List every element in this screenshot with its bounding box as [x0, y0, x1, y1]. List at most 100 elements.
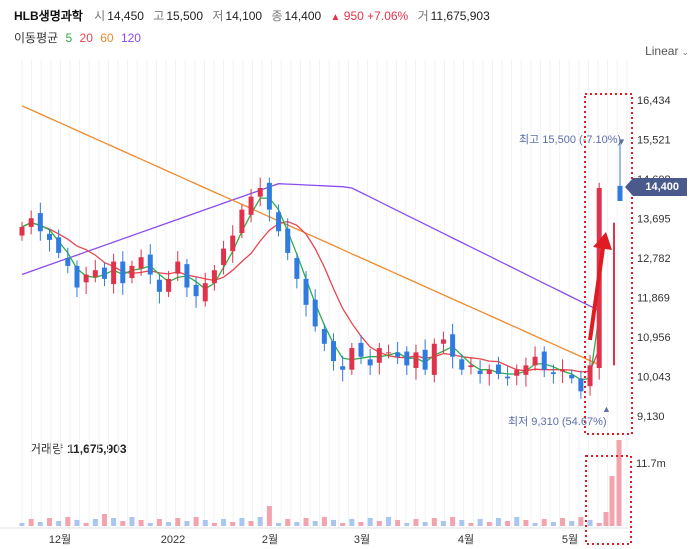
candle-body: [477, 370, 483, 375]
volume-value: 11,675,903: [430, 9, 490, 23]
y-tick-label: 11,869: [637, 293, 670, 305]
candle-body: [303, 278, 309, 305]
candle-body: [175, 261, 181, 274]
volume-bar: [312, 521, 318, 526]
volume-bar: [65, 517, 71, 526]
price-chart[interactable]: 16,43415,52114,60813,69512,78211,86910,9…: [0, 60, 693, 436]
volume-bar: [331, 520, 337, 526]
volume-bar: [596, 523, 602, 526]
volume-bar: [138, 520, 144, 526]
candle-body: [532, 356, 538, 366]
candle-body: [413, 352, 419, 368]
high-annotation: 최고 15,500 (-7.10%): [519, 134, 622, 146]
candle-body: [239, 209, 245, 233]
volume-bar: [477, 519, 483, 526]
volume-bar: [560, 518, 566, 526]
candle-body: [459, 359, 465, 370]
candle-body: [285, 228, 291, 253]
change-percent: +7.06%: [367, 9, 409, 23]
volume-bar: [505, 521, 511, 526]
candle-body: [74, 265, 80, 288]
candle-body: [211, 270, 217, 284]
volume-bar: [486, 522, 492, 526]
y-tick-label: 10,956: [637, 332, 671, 344]
volume-bar: [101, 514, 107, 526]
low-label: 저: [212, 9, 224, 23]
candle-body: [541, 351, 547, 370]
volume-bar: [532, 523, 538, 526]
scale-selector-label: Linear: [645, 44, 679, 58]
volume-bar: [285, 519, 291, 526]
open-label: 시: [94, 9, 106, 23]
volume-bar: [92, 519, 98, 526]
volume-bar: [431, 518, 437, 526]
volume-bar: [395, 520, 401, 526]
candle-body: [422, 349, 428, 370]
candle-body: [617, 185, 623, 201]
highlight-box: [584, 93, 633, 435]
volume-bar: [321, 517, 327, 526]
candle-body: [376, 348, 382, 363]
ma-120-label[interactable]: 120: [120, 31, 141, 45]
volume-bar: [609, 476, 615, 526]
scale-selector[interactable]: Linear ⌄: [645, 44, 689, 58]
volume-bar: [514, 517, 520, 526]
candle-body: [495, 364, 501, 375]
y-tick-label: 15,521: [637, 135, 671, 147]
ma-5-label[interactable]: 5: [65, 31, 73, 45]
candle-body: [166, 278, 172, 292]
ma-60-label[interactable]: 60: [100, 31, 114, 45]
candle-body: [193, 284, 199, 297]
candle-body: [358, 342, 364, 357]
x-tick-label: 4월: [458, 533, 474, 546]
volume-bar: [74, 520, 80, 526]
ma-20-line: [21, 220, 600, 373]
volume-bar: [440, 521, 446, 526]
volume-bar: [367, 518, 373, 526]
candle-body: [468, 365, 474, 368]
candle-body: [248, 196, 254, 215]
volume-bar: [248, 521, 254, 526]
low-value: 14,100: [225, 9, 263, 23]
candle-body: [156, 279, 162, 292]
volume-bar: [550, 522, 556, 526]
volume-bar: [616, 440, 622, 526]
current-price-tag: 14,400: [625, 178, 687, 196]
volume-bar: [28, 519, 34, 526]
arrow-head-icon: [593, 232, 612, 250]
candle-body: [202, 283, 208, 302]
candle-body: [486, 369, 492, 375]
candle-body: [138, 257, 144, 269]
low-marker-icon: ▲: [602, 404, 611, 414]
candle-body: [294, 258, 300, 279]
candle-body: [276, 212, 282, 232]
candle-body: [560, 369, 566, 372]
volume-bar: [46, 518, 52, 526]
candle-body: [257, 187, 263, 197]
volume-bar: [459, 520, 465, 526]
volume-chart[interactable]: 12월 2022 2월 3월 4월 5월: [0, 436, 693, 549]
candle-body: [514, 369, 520, 376]
ma-60-line: [21, 105, 600, 366]
y-tick-label: 9,130: [637, 411, 665, 423]
volume-bar: [340, 523, 346, 526]
close-value: 14,400: [284, 9, 322, 23]
ma-120-line: [21, 183, 600, 312]
volume-bar: [276, 523, 282, 526]
ma-5-line: [21, 197, 600, 381]
volume-bar: [184, 521, 190, 526]
candle-body: [569, 374, 575, 379]
volume-bar: [111, 518, 117, 526]
ma-20-label[interactable]: 20: [79, 31, 93, 45]
volume-bar: [569, 521, 575, 526]
volume-panel-value: 11,675,903: [67, 442, 127, 456]
candle-body: [230, 235, 236, 252]
change-amount: 950: [343, 9, 364, 23]
volume-bar: [257, 517, 263, 526]
volume-bar: [175, 518, 181, 526]
volume-max-label: 11.7m: [636, 458, 666, 470]
candle-body: [101, 267, 107, 279]
volume-bar: [19, 523, 25, 526]
volume-bar: [349, 519, 355, 526]
candle-body: [312, 299, 318, 327]
